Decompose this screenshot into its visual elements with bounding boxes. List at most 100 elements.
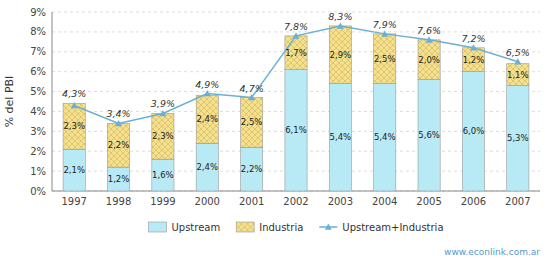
y-tick-label: 4% [30,106,46,117]
bar [152,159,174,191]
legend-item: Upstream+Industria [319,222,443,233]
line-marker [381,30,388,36]
line-marker [248,94,255,100]
total-label: 7,8% [284,21,308,32]
bar [107,123,129,167]
total-label: 4,9% [195,79,219,90]
x-tick-label: 2004 [372,196,397,207]
bar-label: 5,4% [374,132,396,142]
bar [507,86,529,191]
y-axis-line [52,12,53,191]
annotation: www.econlink.com.ar [444,247,540,257]
data-labels: 2,1%1,2%1,6%2,4%2,2%6,1%5,4%5,4%5,6%6,0%… [62,11,530,184]
x-tick-label: 1998 [106,196,131,207]
legend-item: Upstream [148,222,220,233]
line-marker [71,102,78,108]
line-marker [514,58,521,64]
x-tick-label: 1999 [150,196,175,207]
bar-label: 2,2% [108,140,130,150]
line-marker [337,22,344,28]
bar [418,40,440,80]
chart-container: 0%1%2%3%4%5%6%7%8%9%% del PBI19971998199… [0,0,550,261]
line [74,26,518,123]
bar-label: 6,1% [285,125,307,135]
legend-label: Industria [259,222,303,233]
grid [52,12,540,191]
chart: 0%1%2%3%4%5%6%7%8%9%% del PBI19971998199… [0,0,550,261]
bar-label: 2,5% [374,54,396,64]
x-tick-label: 2001 [239,196,264,207]
y-tick-label: 7% [30,46,46,57]
bar-label: 2,1% [63,165,85,175]
bar-label: 5,6% [418,130,440,140]
bar [462,72,484,191]
line-marker [204,90,211,96]
legend: Upstream Industria Upstream+Industria [148,222,443,233]
line-marker [426,36,433,42]
x-tick-label: 2003 [328,196,353,207]
bar-label: 1,1% [507,70,529,80]
total-label: 3,4% [106,108,130,119]
total-label: 7,6% [417,25,441,36]
bar-label: 2,4% [196,162,218,172]
bar [374,84,396,191]
legend-label: Upstream [171,222,220,233]
total-label: 7,2% [461,33,485,44]
x-tick-label: 2000 [195,196,220,207]
y-tick-label: 3% [30,126,46,137]
x-tick-label: 1997 [61,196,86,207]
bar [152,113,174,159]
bar [196,143,218,191]
y-tick-label: 6% [30,66,46,77]
bar-label: 2,0% [418,55,440,65]
bar [63,149,85,191]
y-tick-label: 2% [30,146,46,157]
bar-label: 1,7% [285,48,307,58]
x-tick-label: 2007 [505,196,530,207]
x-axis: 1997199819992000200120022003200420052006… [52,191,540,207]
line-marker [115,120,122,126]
bar [329,26,351,84]
total-label: 4,7% [240,83,264,94]
bar [241,147,263,191]
marks [63,22,529,191]
y-tick-label: 5% [30,86,46,97]
bar [418,80,440,191]
legend-swatch [236,222,254,232]
bar-label: 2,3% [152,131,174,141]
bar-label: 2,5% [241,117,263,127]
bar [285,70,307,191]
bar-label: 1,2% [108,174,130,184]
bar [285,36,307,70]
y-tick-label: 9% [30,7,46,18]
bar-label: 2,3% [63,121,85,131]
bar-label: 1,2% [463,55,485,65]
bar [241,98,263,148]
x-tick-label: 2005 [416,196,441,207]
legend-item: Industria [236,222,303,233]
legend-swatch [325,224,332,230]
bar [196,96,218,144]
total-label: 3,9% [151,98,175,109]
bar [63,103,85,149]
legend-swatch [148,222,166,232]
bar [107,167,129,191]
total-label: 6,5% [506,47,530,58]
bar-label: 2,9% [330,50,352,60]
bar [374,34,396,84]
bar-label: 1,6% [152,170,174,180]
grid-line [52,12,540,13]
bar-label: 2,4% [196,114,218,124]
line-marker [293,32,300,38]
bar-label: 5,3% [507,133,529,143]
x-tick-label: 2002 [283,196,308,207]
y-tick-label: 1% [30,166,46,177]
total-label: 8,3% [328,11,352,22]
legend-label: Upstream+Industria [342,222,443,233]
bar [462,48,484,72]
total-label: 7,9% [373,19,397,30]
y-tick-label: 8% [30,26,46,37]
bar [329,84,351,191]
line-marker [470,44,477,50]
y-tick-label: 0% [30,186,46,197]
